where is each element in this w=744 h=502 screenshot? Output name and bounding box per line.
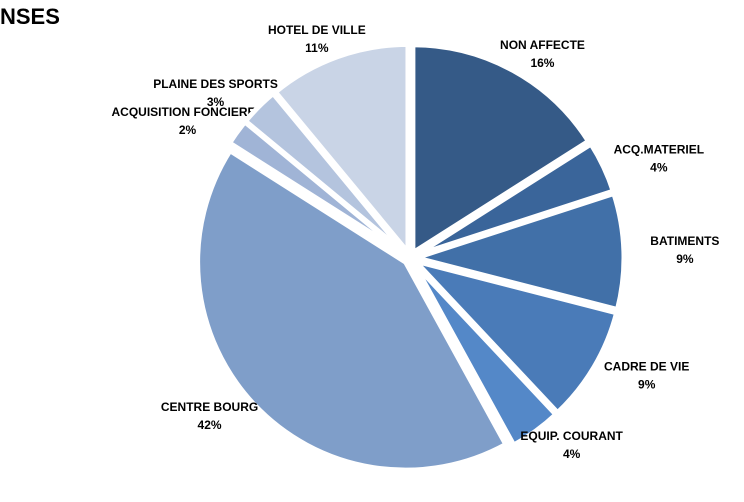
slice-label: CENTRE BOURG <box>161 400 258 414</box>
slice-value-label: 42% <box>198 418 222 432</box>
pie-slice <box>410 42 592 258</box>
slice-label: PLAINE DES SPORTS <box>153 77 278 91</box>
pie-slice <box>407 190 627 313</box>
slice-label: CADRE DE VIE <box>604 359 689 373</box>
slice-label: HOTEL DE VILLE <box>268 23 366 37</box>
slice-value-label: 4% <box>563 447 581 461</box>
slice-label: NON AFFECTE <box>500 38 585 52</box>
slice-value-label: 2% <box>179 123 197 137</box>
pie-slice <box>411 261 560 449</box>
pie-slice <box>195 147 510 473</box>
slice-value-label: 16% <box>530 56 554 70</box>
slice-value-label: 3% <box>207 95 225 109</box>
slice-label: ACQUISITION FONCIERES <box>112 105 264 119</box>
slice-label: ACQ.MATERIEL <box>614 142 704 156</box>
chart-title: NSES <box>0 4 60 29</box>
slice-value-label: 9% <box>638 377 656 391</box>
slice-label: BATIMENTS <box>650 234 719 248</box>
pie-slice <box>271 41 411 260</box>
slice-value-label: 11% <box>305 41 329 55</box>
pie-slice <box>241 89 408 256</box>
slice-label: EQUIP. COURANT <box>520 429 623 443</box>
pie-slice <box>407 256 620 417</box>
slice-value-label: 4% <box>650 160 668 174</box>
slice-value-label: 9% <box>676 252 694 266</box>
